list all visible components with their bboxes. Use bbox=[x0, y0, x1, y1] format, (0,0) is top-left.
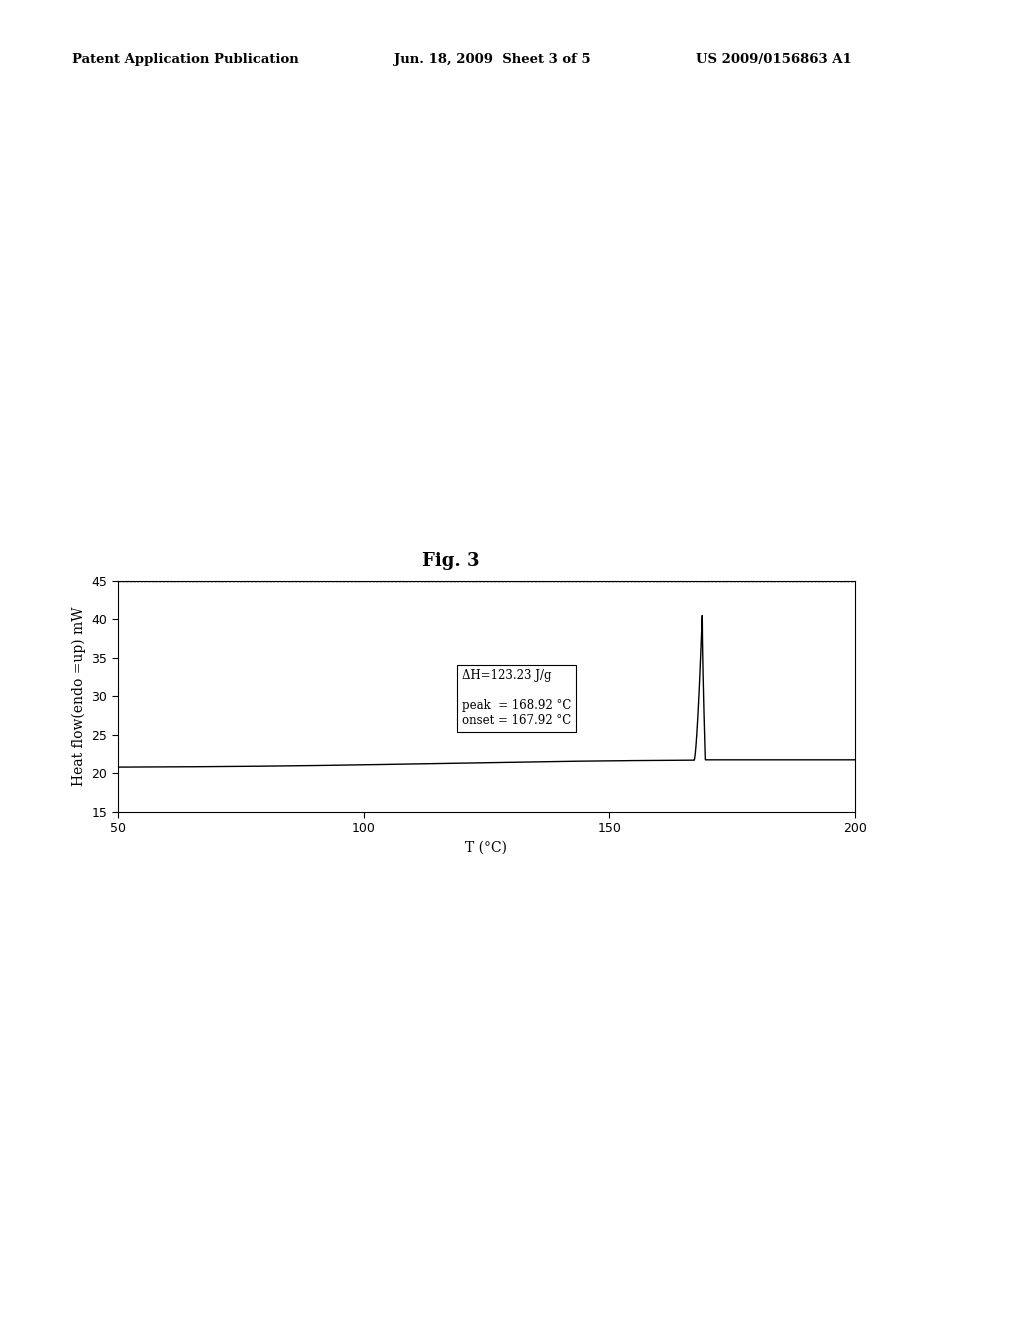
Text: Patent Application Publication: Patent Application Publication bbox=[72, 53, 298, 66]
Text: Fig. 3: Fig. 3 bbox=[422, 552, 479, 570]
Text: Jun. 18, 2009  Sheet 3 of 5: Jun. 18, 2009 Sheet 3 of 5 bbox=[394, 53, 591, 66]
Text: US 2009/0156863 A1: US 2009/0156863 A1 bbox=[696, 53, 852, 66]
X-axis label: T (°C): T (°C) bbox=[465, 841, 508, 855]
Y-axis label: Heat flow(endo =up) mW: Heat flow(endo =up) mW bbox=[72, 607, 86, 785]
Text: ΔH=123.23 J/g

peak  = 168.92 °C
onset = 167.92 °C: ΔH=123.23 J/g peak = 168.92 °C onset = 1… bbox=[462, 669, 571, 727]
